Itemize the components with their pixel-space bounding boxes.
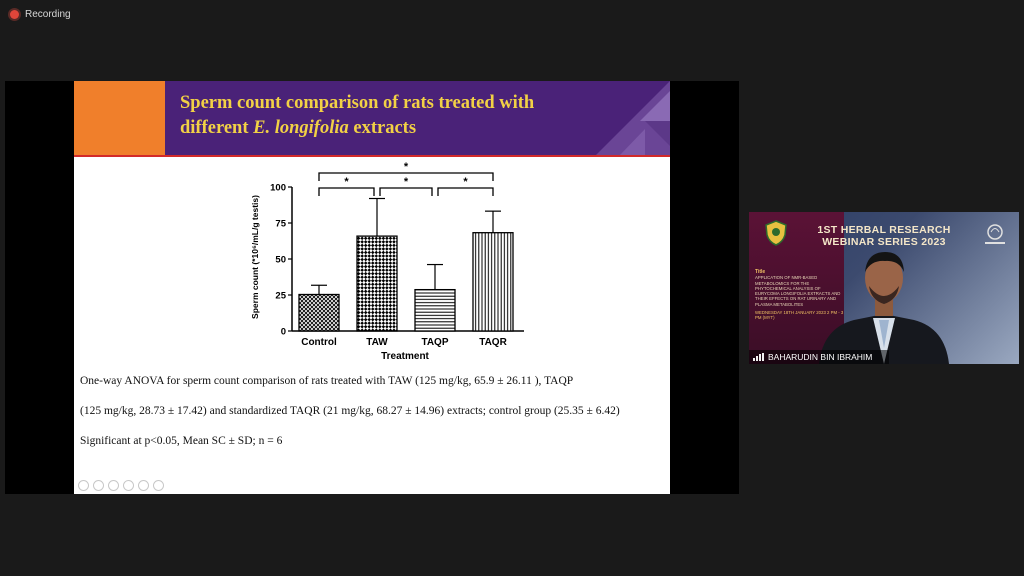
zoom-icon[interactable] bbox=[138, 480, 149, 491]
x-tick-label: TAQR bbox=[479, 337, 507, 348]
research-group-logo-icon bbox=[985, 224, 1005, 244]
slide-controls bbox=[78, 480, 164, 491]
caption-significance: Significant at p<0.05, Mean SC ± SD; n =… bbox=[80, 435, 283, 447]
slide-title-species: E. longifolia bbox=[253, 118, 349, 138]
slide-title-suffix: extracts bbox=[348, 118, 417, 138]
slide-title-prefix: different bbox=[180, 118, 254, 138]
decorative-triangles bbox=[596, 81, 670, 155]
bar-taw bbox=[356, 235, 398, 332]
prev-slide-icon[interactable] bbox=[78, 480, 89, 491]
bar-taqr bbox=[472, 232, 514, 332]
significance-marker: * bbox=[463, 176, 468, 188]
caption-anova: One-way ANOVA for sperm count comparison… bbox=[80, 375, 574, 387]
participant-video[interactable]: 1ST HERBAL RESEARCH WEBINAR SERIES 2023 … bbox=[749, 212, 1019, 364]
signal-strength-icon bbox=[753, 353, 764, 361]
y-tick-label: 50 bbox=[275, 255, 286, 266]
talk-label: Title bbox=[755, 269, 766, 275]
y-tick-label: 0 bbox=[281, 327, 286, 338]
university-crest-icon bbox=[765, 220, 787, 246]
next-slide-icon[interactable] bbox=[93, 480, 104, 491]
talk-title: APPLICATION OF NMR-BASED METABOLOMICS FO… bbox=[755, 275, 841, 307]
y-axis-label: Sperm count (*10⁶/mL/g testis) bbox=[250, 195, 260, 319]
shared-slide: Sperm count comparison of rats treated w… bbox=[74, 81, 670, 494]
significance-bracket bbox=[318, 172, 494, 181]
participant-name: BAHARUDIN BIN IBRAHIM bbox=[768, 352, 873, 362]
recording-label: Recording bbox=[25, 9, 71, 20]
speaker-person bbox=[819, 252, 949, 364]
significance-bracket bbox=[437, 187, 494, 196]
x-tick-label: Control bbox=[301, 337, 337, 348]
bar-taqp bbox=[414, 288, 456, 332]
x-tick-label: TAW bbox=[366, 337, 388, 348]
x-axis-label: Treatment bbox=[381, 351, 429, 362]
slides-grid-icon[interactable] bbox=[123, 480, 134, 491]
more-options-icon[interactable] bbox=[153, 480, 164, 491]
recording-indicator: Recording bbox=[10, 9, 71, 20]
y-tick-label: 25 bbox=[275, 291, 286, 302]
title-divider bbox=[74, 155, 670, 157]
title-orange-block bbox=[74, 81, 165, 155]
significance-marker: * bbox=[404, 176, 409, 188]
significance-marker: * bbox=[344, 176, 349, 188]
significance-bracket bbox=[379, 187, 433, 196]
slide-title-line1: Sperm count comparison of rats treated w… bbox=[180, 93, 535, 113]
talk-date: WEDNESDAY 18TH JANUARY 2023 2 PM - 3 PM … bbox=[755, 310, 844, 321]
y-tick-label: 100 bbox=[270, 183, 286, 194]
bar-control bbox=[298, 293, 340, 332]
talk-info: Title APPLICATION OF NMR-BASED METABOLOM… bbox=[755, 269, 845, 321]
pen-icon[interactable] bbox=[108, 480, 119, 491]
significance-bracket bbox=[318, 187, 375, 196]
title-banner bbox=[165, 81, 670, 155]
slide-title: Sperm count comparison of rats treated w… bbox=[180, 91, 620, 141]
x-tick-label: TAQP bbox=[421, 337, 448, 348]
participant-name-bar: BAHARUDIN BIN IBRAHIM bbox=[749, 350, 889, 364]
y-tick-label: 75 bbox=[275, 219, 286, 230]
webinar-title: 1ST HERBAL RESEARCH WEBINAR SERIES 2023 bbox=[817, 224, 951, 248]
caption-groups: (125 mg/kg, 28.73 ± 17.42) and standardi… bbox=[80, 405, 620, 417]
sperm-count-chart: Sperm count (*10⁶/mL/g testis) Treatment… bbox=[250, 161, 524, 362]
significance-marker: * bbox=[404, 161, 409, 173]
record-icon bbox=[10, 10, 19, 19]
